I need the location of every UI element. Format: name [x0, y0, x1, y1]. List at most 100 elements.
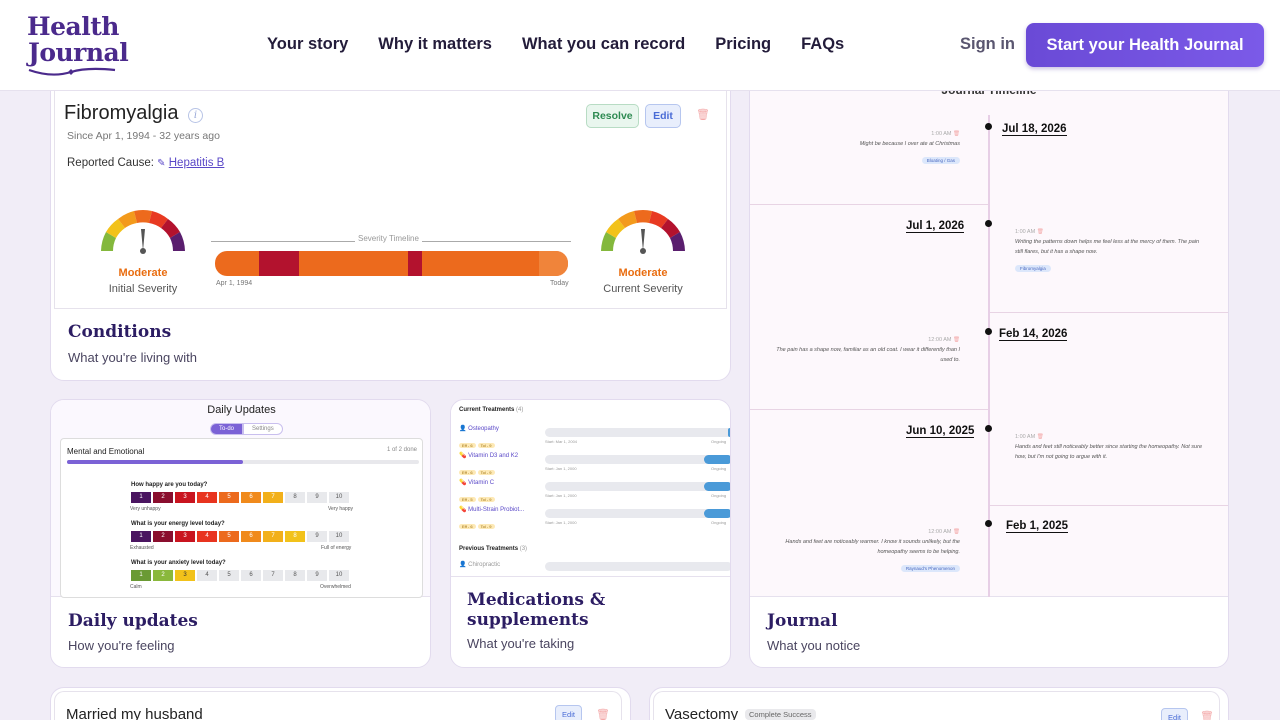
entry-date: Jul 18, 2026 — [1002, 123, 1067, 136]
section-progress: 1 of 2 done — [386, 447, 417, 453]
scale-9[interactable]: 9 — [306, 569, 328, 582]
scale-10[interactable]: 10 — [328, 569, 350, 582]
scale-10[interactable]: 10 — [328, 491, 350, 504]
treatment-item[interactable]: 💊 Vitamin D3 and K2 Eff - 6 Tol - 9 Start… — [459, 452, 730, 479]
start-health-journal-button[interactable]: Start your Health Journal — [1026, 23, 1264, 67]
trash-icon[interactable]: 🗑 — [696, 109, 710, 121]
scale-1[interactable]: 1 — [130, 569, 152, 582]
scale-6[interactable]: 6 — [240, 491, 262, 504]
trash-icon[interactable]: 🗑 — [953, 131, 960, 137]
medications-title-line1: Medications & — [467, 590, 606, 610]
treatment-end: Ongoing — [711, 493, 727, 498]
pill-icon: 💊 — [459, 507, 467, 513]
nav-your-story[interactable]: Your story — [267, 35, 349, 53]
procedure-card[interactable]: Vasectomy Complete Success Edit 🗑 — [649, 687, 1229, 720]
trash-icon[interactable]: 🗑 — [1200, 711, 1214, 720]
scale-6[interactable]: 6 — [240, 530, 262, 543]
health-journal-logo[interactable]: Health Journal — [27, 14, 129, 78]
journal-timeline-axis — [988, 115, 990, 597]
scale-7[interactable]: 7 — [262, 569, 284, 582]
treatment-item[interactable]: 👤 Chiropractic — [459, 561, 730, 571]
scale-9[interactable]: 9 — [306, 530, 328, 543]
conditions-title: Conditions — [68, 322, 172, 342]
scale-7[interactable]: 7 — [262, 530, 284, 543]
medications-subtitle: What you're taking — [467, 636, 575, 651]
trash-icon[interactable]: 🗑 — [953, 337, 960, 343]
scale-2[interactable]: 2 — [152, 569, 174, 582]
scale-8[interactable]: 8 — [284, 569, 306, 582]
scale-4[interactable]: 4 — [196, 491, 218, 504]
scale-3[interactable]: 3 — [174, 530, 196, 543]
nav-pricing[interactable]: Pricing — [715, 35, 772, 53]
scale-8[interactable]: 8 — [284, 491, 306, 504]
trash-icon[interactable]: 🗑 — [953, 529, 960, 535]
treatment-start: Start: Mar 1, 2004 — [545, 439, 578, 444]
tol-badge: Tol - 9 — [477, 470, 495, 475]
edit-button[interactable]: Edit — [555, 705, 582, 720]
tab-todo[interactable]: To-do — [210, 423, 244, 435]
journal-card[interactable]: Journal Timeline Jul 18, 2026 1:00 AM 🗑 … — [749, 80, 1229, 668]
edit-button[interactable]: Edit — [645, 104, 681, 128]
scale-3[interactable]: 3 — [174, 569, 196, 582]
scale-1[interactable]: 1 — [130, 530, 152, 543]
section-title: Mental and Emotional — [67, 447, 145, 456]
condition-name: Fibromyalgia — [64, 102, 179, 124]
journal-entry[interactable]: 1:00 AM 🗑 Hands and feet still noticeabl… — [1015, 434, 1205, 462]
resolve-button[interactable]: Resolve — [586, 104, 639, 128]
scale-5[interactable]: 5 — [218, 530, 240, 543]
scale-9[interactable]: 9 — [306, 491, 328, 504]
conditions-card[interactable]: Fibromyalgia i Since Apr 1, 1994 - 32 ye… — [50, 80, 731, 381]
sign-in-link[interactable]: Sign in — [960, 35, 1015, 53]
trash-icon[interactable]: 🗑 — [1036, 229, 1044, 235]
cause-link[interactable]: Hepatitis B — [168, 157, 225, 169]
scale-low-label: Calm — [130, 584, 142, 590]
scale-4[interactable]: 4 — [196, 569, 218, 582]
life-event-card[interactable]: Married my husband Edit 🗑 — [50, 687, 631, 720]
journal-entry[interactable]: 1:00 AM 🗑 Writing the patterns down help… — [1015, 229, 1205, 275]
edit-button[interactable]: Edit — [1161, 708, 1188, 720]
scale-5[interactable]: 5 — [218, 491, 240, 504]
scale-10[interactable]: 10 — [328, 530, 350, 543]
treatment-start: Start: Jan 1, 2000 — [545, 493, 577, 498]
nav-what-you-can-record[interactable]: What you can record — [521, 35, 686, 53]
nav-faqs[interactable]: FAQs — [801, 35, 845, 53]
condition-preview: Fibromyalgia i Since Apr 1, 1994 - 32 ye… — [54, 81, 727, 309]
scale-3[interactable]: 3 — [174, 491, 196, 504]
condition-since: Since Apr 1, 1994 - 32 years ago — [67, 130, 220, 142]
tab-settings[interactable]: Settings — [243, 423, 283, 435]
journal-entry[interactable]: 12:00 AM 🗑 Hands and feet are noticeably… — [770, 529, 960, 575]
scale-6[interactable]: 6 — [240, 569, 262, 582]
scale-5[interactable]: 5 — [218, 569, 240, 582]
row-divider — [750, 409, 988, 410]
medications-card[interactable]: Current Treatments (4) 👤 Osteopathy Eff … — [450, 399, 731, 668]
journal-entry[interactable]: 1:00 AM 🗑 Might be because I over ate at… — [770, 131, 960, 167]
initial-severity-label: Initial Severity — [108, 283, 178, 295]
journal-title: Journal — [767, 611, 838, 631]
current-treatments-heading: Current Treatments (4) — [459, 407, 523, 413]
scale-8[interactable]: 8 — [284, 530, 306, 543]
treatment-item[interactable]: 💊 Vitamin C Eff - 5 Tol - 9 Start: Jan 1,… — [459, 479, 730, 506]
scale-1[interactable]: 1 — [130, 491, 152, 504]
entry-time-text: 1:00 AM — [931, 131, 952, 137]
scale-2[interactable]: 2 — [152, 491, 174, 504]
trash-icon[interactable]: 🗑 — [1036, 434, 1044, 440]
scale-4[interactable]: 4 — [196, 530, 218, 543]
scale-2[interactable]: 2 — [152, 530, 174, 543]
daily-section-box: Mental and Emotional 1 of 2 done How hap… — [60, 438, 423, 598]
info-icon[interactable]: i — [188, 108, 203, 123]
nav-why-it-matters[interactable]: Why it matters — [378, 35, 492, 53]
scale-7[interactable]: 7 — [262, 491, 284, 504]
treatment-track — [545, 562, 730, 571]
row-divider — [990, 312, 1228, 313]
treatment-item[interactable]: 👤 Osteopathy Eff - 6 Tol - 9 Start: Mar 1… — [459, 425, 730, 452]
timeline-start: Apr 1, 1994 — [216, 280, 253, 287]
treatment-item[interactable]: 💊 Multi-Strain Probiot... Eff - 6 Tol - 9… — [459, 506, 730, 533]
trash-icon[interactable]: 🗑 — [596, 709, 610, 720]
life-event-preview: Married my husband Edit 🗑 — [54, 691, 622, 720]
journal-entry[interactable]: 12:00 AM 🗑 The pain has a shape now, fam… — [770, 337, 960, 365]
daily-updates-card[interactable]: Daily Updates To-do Settings Mental and … — [50, 399, 431, 668]
treatment-name: Osteopathy — [468, 426, 499, 432]
row-divider — [990, 505, 1228, 506]
entry-date: Jul 1, 2026 — [906, 220, 965, 233]
entry-date: Feb 1, 2025 — [1006, 520, 1069, 533]
